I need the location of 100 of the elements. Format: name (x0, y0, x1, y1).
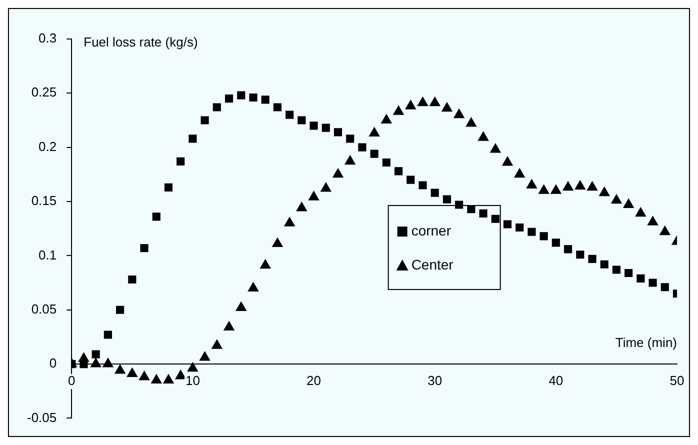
point (624, 268, 633, 278)
point (249, 93, 258, 102)
point (599, 186, 610, 196)
point (298, 116, 306, 124)
point (479, 209, 488, 218)
point (635, 207, 646, 217)
point (600, 260, 608, 268)
point (455, 200, 464, 209)
point (358, 143, 366, 152)
point (92, 350, 100, 358)
point (310, 122, 318, 130)
point (188, 134, 197, 143)
point (550, 184, 562, 194)
point (236, 302, 246, 311)
y-tick-label: 0.1 (38, 247, 57, 262)
y-axis-title: Fuel loss rate (kg/s) (84, 34, 198, 50)
point (564, 245, 572, 254)
point (224, 94, 234, 103)
point (152, 212, 160, 221)
point (308, 191, 320, 200)
point (552, 238, 560, 247)
point (273, 103, 282, 112)
point (346, 134, 354, 143)
point (248, 282, 259, 292)
y-tick-label: 0.25 (31, 84, 57, 100)
point (212, 340, 222, 349)
point (478, 132, 489, 141)
point (284, 217, 295, 226)
point (418, 181, 427, 190)
point (334, 128, 342, 136)
x-tick-label: 50 (670, 373, 684, 388)
point (320, 182, 332, 192)
x-tick-label: 0 (68, 373, 76, 388)
point (369, 127, 380, 137)
point (394, 167, 403, 176)
point (382, 158, 390, 167)
x-tick-label: 20 (306, 373, 322, 388)
point (660, 226, 670, 236)
point (212, 103, 221, 112)
point (611, 194, 622, 204)
point (187, 362, 198, 372)
point (164, 183, 173, 192)
point (176, 157, 185, 166)
point (648, 278, 657, 287)
point (466, 118, 476, 127)
point (516, 223, 524, 232)
point (442, 195, 451, 204)
point (344, 155, 356, 165)
point (140, 244, 148, 252)
point (200, 352, 210, 361)
x-tick-label: 30 (428, 373, 442, 388)
point (406, 176, 415, 184)
point (623, 198, 634, 208)
point (237, 91, 246, 100)
point (393, 106, 404, 115)
point (102, 358, 114, 368)
x-axis-title: Time (min) (615, 335, 677, 350)
y-tick-label: 0.3 (38, 30, 57, 46)
point (636, 274, 645, 282)
point (90, 358, 102, 368)
point (538, 184, 550, 194)
point (126, 368, 138, 378)
point (648, 216, 658, 226)
point (454, 108, 464, 118)
point (296, 202, 307, 212)
y-tick-label: 0.15 (31, 193, 57, 208)
point (574, 180, 586, 190)
x-tick-label: 10 (185, 373, 200, 388)
point (175, 370, 186, 380)
point (163, 374, 174, 384)
point (491, 214, 500, 223)
point (588, 254, 596, 263)
point (322, 124, 330, 132)
point (417, 96, 428, 106)
point (272, 238, 283, 248)
point (405, 100, 416, 110)
point (151, 374, 162, 384)
point (116, 306, 124, 314)
point (586, 181, 598, 191)
point (370, 150, 378, 158)
point (442, 102, 452, 112)
point (139, 371, 150, 380)
y-tick-label: 0 (49, 356, 57, 371)
point (540, 232, 548, 240)
point (286, 110, 294, 119)
y-tick-label: -0.05 (26, 410, 57, 425)
point (502, 156, 513, 166)
point (562, 181, 574, 191)
point (104, 330, 112, 339)
legend-label: Center (411, 256, 454, 272)
point (612, 266, 620, 274)
point (514, 168, 525, 178)
point (430, 188, 439, 197)
y-tick-label: 0.2 (38, 138, 57, 154)
point (503, 220, 512, 228)
point (430, 96, 440, 106)
point (332, 168, 344, 178)
point (128, 275, 136, 284)
point (261, 96, 270, 104)
y-tick-label: 0.05 (31, 301, 57, 316)
